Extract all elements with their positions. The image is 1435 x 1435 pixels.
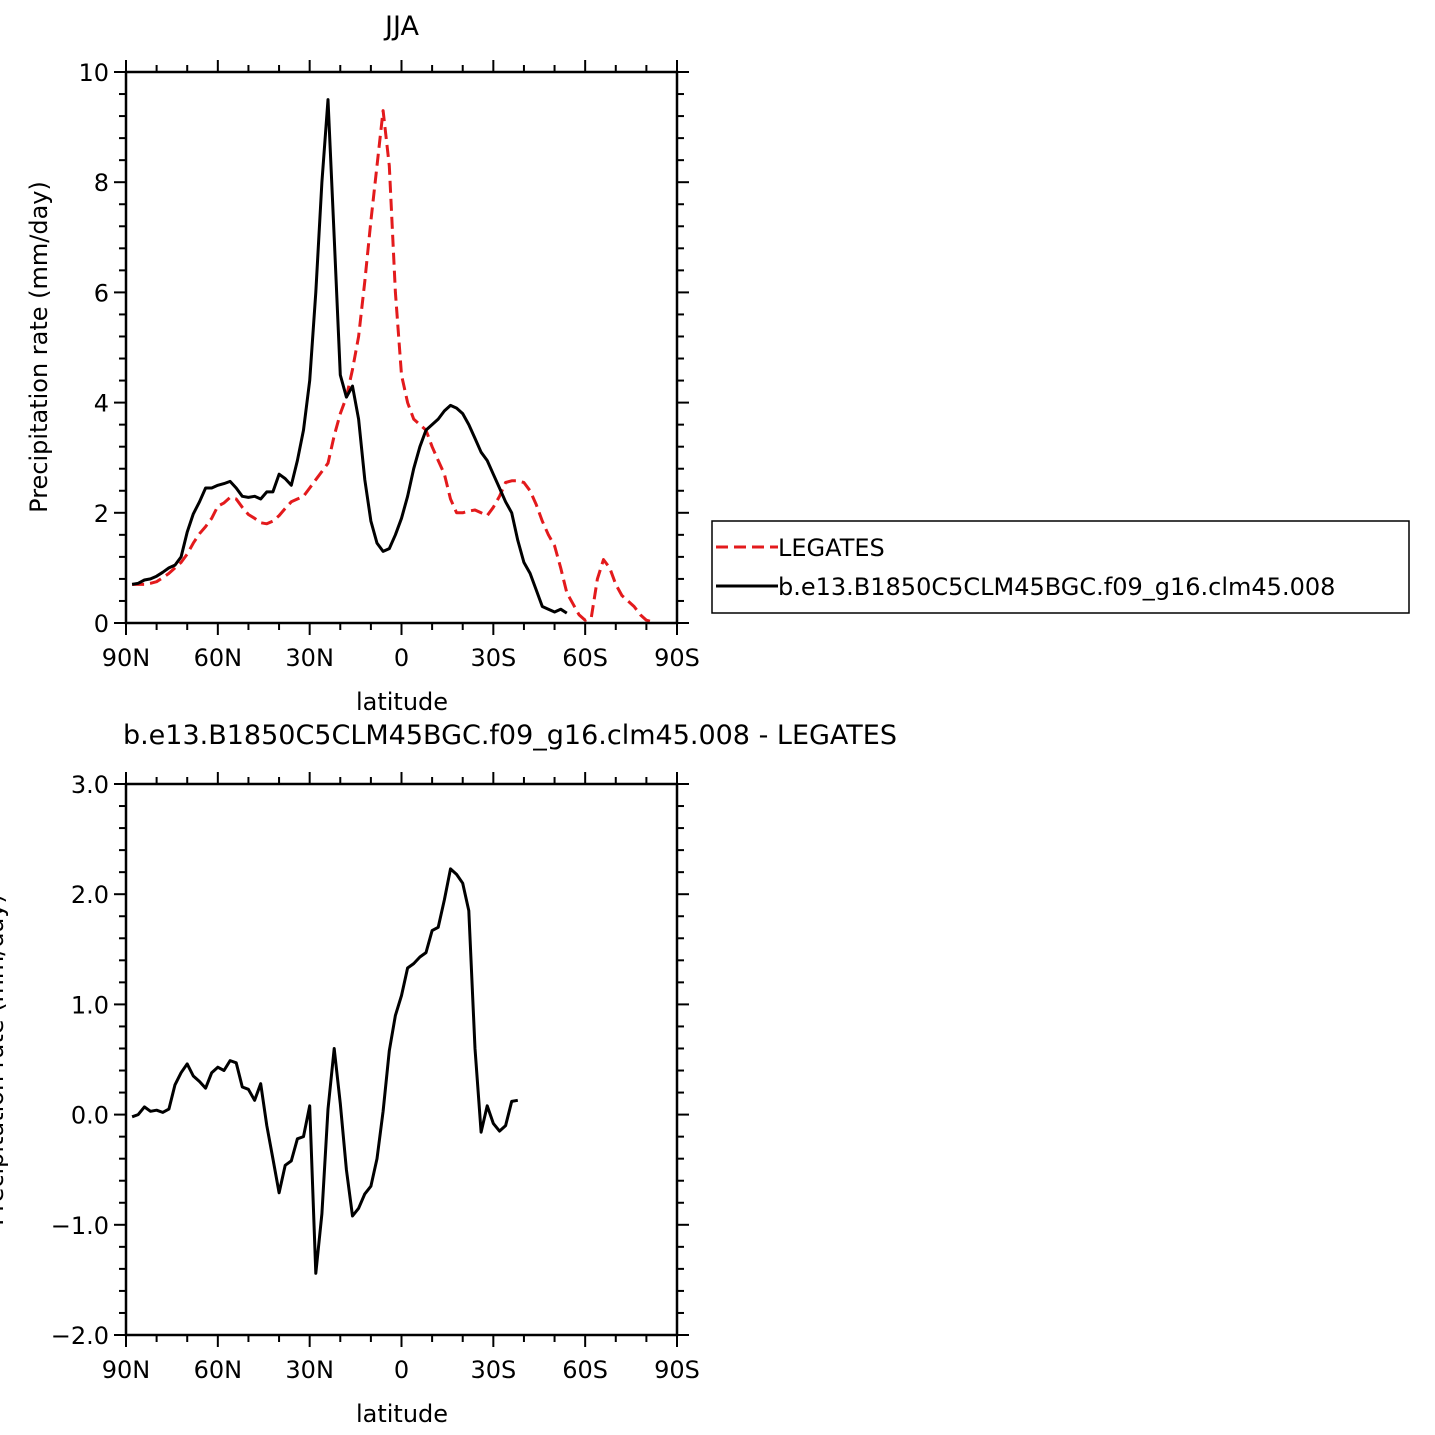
- x-tick-label: 60S: [562, 1356, 608, 1384]
- bottom-series-group: [131, 867, 519, 1275]
- bottom-panel: b.e13.B1850C5CLM45BGC.f09_g16.clm45.008 …: [0, 720, 897, 1428]
- y-tick-label: 2.0: [71, 881, 109, 909]
- series-line: [131, 98, 568, 615]
- top-plot-frame: [124, 70, 679, 625]
- y-tick-label: −1.0: [51, 1212, 109, 1240]
- bottom-y-tick-labels: −2.0 −1.0 0.0 1.0 2.0 3.0: [51, 771, 109, 1350]
- top-axes-ticks: [114, 60, 689, 635]
- series-line: [131, 867, 519, 1275]
- bottom-chart-title: b.e13.B1850C5CLM45BGC.f09_g16.clm45.008 …: [123, 720, 897, 751]
- x-tick-label: 30N: [285, 644, 334, 672]
- y-tick-label: 1.0: [71, 991, 109, 1019]
- y-tick-label: 8: [94, 169, 109, 197]
- y-tick-label: 10: [78, 59, 109, 87]
- x-tick-label: 90N: [102, 1356, 151, 1384]
- x-tick-label: 0: [394, 644, 409, 672]
- x-tick-label: 60N: [194, 1356, 243, 1384]
- legend-frame: [711, 520, 1410, 614]
- top-x-axis-title: latitude: [356, 688, 448, 716]
- y-tick-label: 3.0: [71, 771, 109, 799]
- y-tick-label: 0.0: [71, 1102, 109, 1130]
- x-tick-label: 30S: [470, 644, 516, 672]
- bottom-x-axis-title: latitude: [356, 1400, 448, 1428]
- y-tick-label: 6: [94, 279, 109, 307]
- x-tick-label: 90N: [102, 644, 151, 672]
- top-y-axis-title: Precipitation rate (mm/day): [25, 181, 53, 513]
- legend-label-model: b.e13.B1850C5CLM45BGC.f09_g16.clm45.008: [778, 573, 1335, 601]
- top-series-group: [131, 98, 653, 624]
- bottom-y-axis-title: Precipitation rate (mm/day): [0, 894, 9, 1226]
- x-tick-label: 30S: [470, 1356, 516, 1384]
- legend-label-legates: LEGATES: [778, 534, 885, 562]
- y-tick-label: 0: [94, 610, 109, 638]
- x-tick-label: 60N: [194, 644, 243, 672]
- top-x-tick-labels: 90N 60N 30N 0 30S 60S 90S: [102, 644, 700, 672]
- bottom-plot-frame: [124, 782, 679, 1337]
- x-tick-label: 0: [394, 1356, 409, 1384]
- bottom-axes-ticks: [114, 772, 689, 1347]
- y-tick-label: 2: [94, 500, 109, 528]
- bottom-x-tick-labels: 90N 60N 30N 0 30S 60S 90S: [102, 1356, 700, 1384]
- top-panel: JJA 90N 60N 30N 0 30S 60S 90S 0 2 4 6 8 10 latitude…: [25, 11, 700, 716]
- y-tick-label: −2.0: [51, 1322, 109, 1350]
- x-tick-label: 60S: [562, 644, 608, 672]
- series-line: [132, 109, 653, 624]
- top-y-tick-labels: 0 2 4 6 8 10: [78, 59, 109, 638]
- x-tick-label: 90S: [654, 644, 700, 672]
- top-chart-title: JJA: [383, 11, 419, 42]
- x-tick-label: 90S: [654, 1356, 700, 1384]
- y-tick-label: 4: [94, 390, 109, 418]
- legend: LEGATES b.e13.B1850C5CLM45BGC.f09_g16.cl…: [711, 520, 1410, 614]
- x-tick-label: 30N: [285, 1356, 334, 1384]
